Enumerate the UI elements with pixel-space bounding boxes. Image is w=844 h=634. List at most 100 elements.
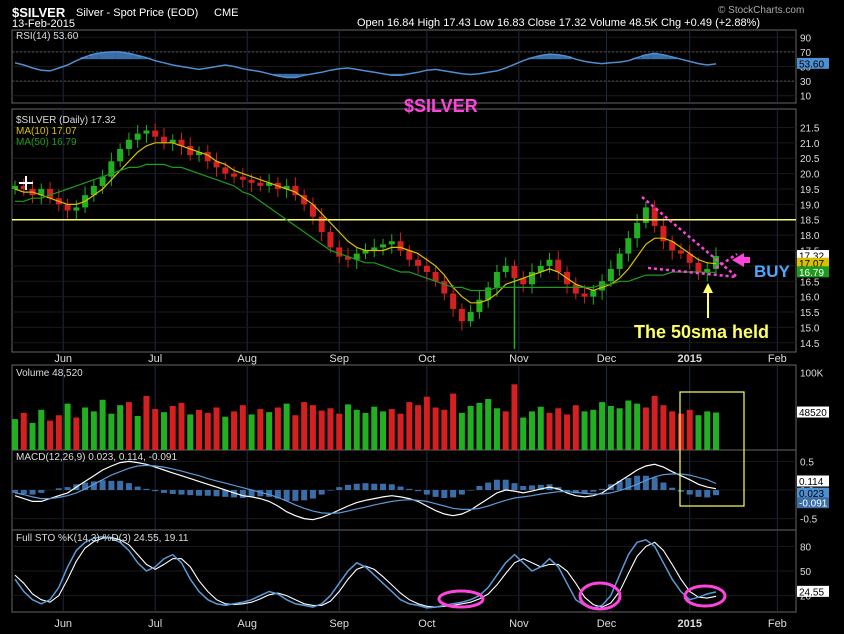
candle-body	[362, 250, 369, 254]
candle-body	[318, 216, 325, 233]
macd-histogram-bar	[152, 490, 159, 492]
candle-body	[537, 265, 544, 273]
macd-histogram-bar	[336, 487, 343, 490]
volume-bar	[99, 399, 106, 450]
macd-histogram-bar	[388, 484, 395, 490]
volume-bar	[274, 407, 281, 450]
macd-histogram-bar	[231, 490, 238, 498]
volume-bar	[572, 405, 579, 450]
macd-histogram-bar	[29, 490, 36, 495]
macd-histogram-bar	[713, 490, 719, 496]
candle-body	[152, 130, 159, 137]
candle-body	[634, 222, 641, 239]
candle-body	[99, 176, 106, 186]
volume-bar	[353, 409, 360, 450]
volume-bar	[29, 422, 36, 450]
candle-body	[704, 268, 711, 273]
volume-bar	[239, 405, 246, 450]
volume-bar	[108, 413, 115, 450]
macd-histogram-bar	[283, 490, 290, 501]
y-tick-label: 19.0	[800, 200, 820, 211]
candle-body	[713, 256, 719, 269]
candle-body	[187, 145, 194, 156]
macd-histogram-bar	[196, 490, 203, 496]
month-label: Sep	[329, 353, 349, 365]
volume-bar	[82, 407, 89, 450]
candle-body	[222, 167, 229, 174]
volume-bar	[178, 402, 185, 450]
volume-bar	[388, 409, 395, 450]
macd-histogram-bar	[590, 490, 597, 492]
candle-body	[546, 259, 553, 266]
y-tick-label: 21.0	[800, 139, 820, 150]
volume-bar	[686, 409, 693, 450]
y-tick-label: 16.0	[800, 293, 820, 304]
candle-body	[520, 278, 527, 285]
volume-bar	[213, 407, 220, 450]
candle-body	[458, 308, 465, 322]
candle-body	[134, 133, 141, 140]
macd-last-macd: 0.023	[799, 489, 824, 500]
volume-bar	[581, 411, 588, 450]
price-last-ma50-tag	[797, 266, 829, 278]
stoch-last-value: 24.55	[799, 587, 824, 598]
volume-bar	[283, 403, 290, 450]
volume-bar	[432, 407, 439, 450]
macd-histogram-bar	[292, 490, 299, 501]
candle-body	[677, 250, 684, 254]
candle-body	[327, 232, 334, 248]
candle-body	[309, 204, 316, 217]
volume-bar	[55, 415, 62, 450]
candle-body	[380, 244, 387, 248]
volume-bar	[47, 420, 54, 450]
oversold-circle	[437, 589, 485, 609]
description: Silver - Spot Price (EOD)	[76, 7, 199, 19]
y-tick-label: 21.5	[800, 123, 820, 134]
volume-bar	[651, 395, 658, 450]
volume-bar	[502, 411, 509, 450]
volume-bar	[204, 412, 211, 450]
month-label: Aug	[237, 618, 257, 630]
candle-body	[607, 268, 614, 282]
price-last-close: 17.32	[799, 252, 824, 263]
volume-bar	[406, 402, 413, 450]
volume-bar	[125, 402, 132, 450]
y-tick-label: 16.5	[800, 277, 820, 288]
volume-bar	[476, 402, 483, 450]
month-label: Jul	[148, 353, 162, 365]
candle-body	[117, 148, 124, 162]
macd-histogram-bar	[266, 490, 273, 497]
candle-body	[344, 256, 351, 260]
candle-body	[160, 136, 167, 143]
macd-last-signal: 0.114	[799, 477, 824, 488]
macd-histogram-bar	[222, 490, 229, 497]
stoch-k-line	[14, 535, 717, 609]
volume-bar	[713, 412, 719, 450]
macd-histogram-bar	[520, 486, 527, 490]
month-label: Dec	[597, 618, 617, 630]
month-label: Dec	[597, 353, 617, 365]
macd-histogram-bar	[239, 490, 246, 498]
macd-histogram-bar	[108, 480, 115, 490]
y-tick-label: 50	[800, 567, 812, 578]
volume-bar	[12, 419, 18, 450]
stoch-last-value-tag	[797, 585, 829, 597]
candle-body	[528, 272, 535, 285]
macd-histogram-bar	[257, 490, 264, 497]
candle-body	[231, 173, 238, 177]
silver-title-annotation: $SILVER	[404, 96, 478, 116]
y-tick-label: 100K	[800, 369, 824, 380]
candle-body	[125, 139, 132, 149]
candle-body	[178, 139, 185, 146]
macd-histogram-bar	[143, 488, 150, 490]
y-tick-label: 18.0	[800, 231, 820, 242]
price-last-ma50: 16.79	[799, 268, 824, 279]
volume-bar	[537, 406, 544, 450]
month-label: 2015	[677, 618, 701, 630]
candle-body	[239, 176, 246, 180]
y-tick-label: 70	[800, 48, 812, 59]
candle-body	[47, 188, 54, 199]
volume-bar	[704, 411, 711, 450]
candle-body	[572, 284, 579, 294]
candle-body	[493, 272, 500, 288]
